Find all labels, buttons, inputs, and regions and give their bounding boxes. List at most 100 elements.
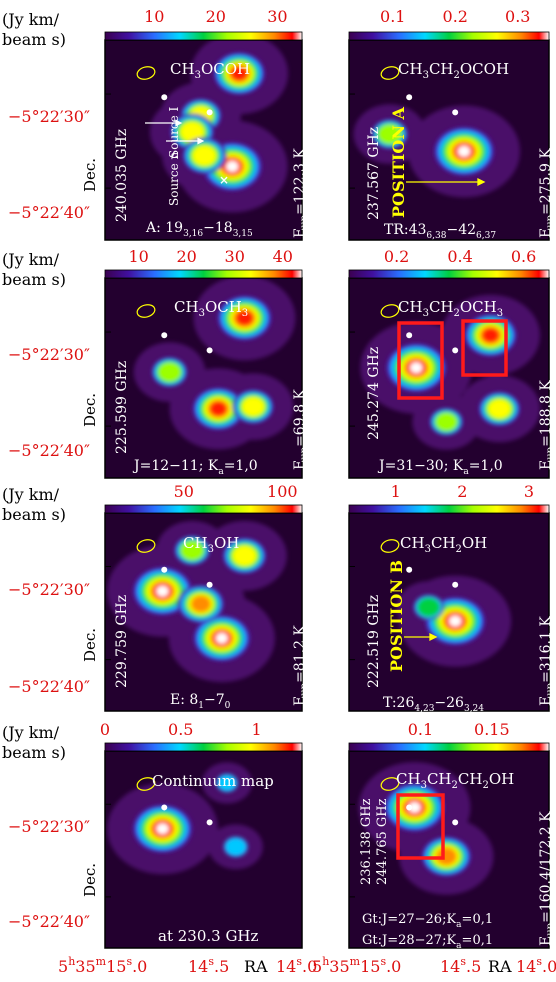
source-i-marker xyxy=(406,94,413,101)
panel-1-eup: Eup=122.3 K xyxy=(292,148,310,238)
flux-unit-label-row3: (Jy km/ beam s) xyxy=(2,485,66,524)
source-i-marker xyxy=(161,566,168,573)
emission-peak-1 xyxy=(156,585,169,597)
svg-text:(Jy km/: (Jy km/ xyxy=(2,10,60,29)
emission-maps-layer: 10 20 30 0.1 0.2 0.310 20 30 40 0.2 0.4 0.650 100 1 2 3… xyxy=(100,7,550,949)
panel-1-colorbar xyxy=(104,31,303,41)
emission-peak-5 xyxy=(180,540,204,561)
panel-5-title: CH3OH xyxy=(183,534,239,555)
emission-peak-4 xyxy=(226,161,239,172)
emission-peak-1 xyxy=(449,615,462,627)
panel-1-arrows xyxy=(145,119,205,145)
svg-text:−5°22′30″: −5°22′30″ xyxy=(8,107,90,126)
flux-unit-label-row2: (Jy km/ beam s) xyxy=(2,250,66,289)
position-a-label: POSITION A xyxy=(389,106,408,218)
panel-8-frequency-1: 236.138 GHz xyxy=(359,798,374,885)
emission-peak-3 xyxy=(190,595,211,613)
panel-5: 50 100 xyxy=(104,482,303,712)
panel-8-highlight-box xyxy=(396,793,445,860)
ra-axis-left: 5h35m15s.0 14s.5 RA 14s.0 xyxy=(58,955,317,976)
panel-8-eup: Eup=160.4/172.2 K xyxy=(538,811,556,946)
beam-ellipse xyxy=(136,777,156,791)
ra-tick-label-left-2: 14s.5 xyxy=(188,955,229,976)
emission-peak-1 xyxy=(156,823,169,835)
svg-text:−5°22′30″: −5°22′30″ xyxy=(8,817,90,836)
panel-6: 1 2 3 xyxy=(348,482,550,712)
beam-ellipse xyxy=(136,304,156,318)
svg-text:Dec.: Dec. xyxy=(81,628,99,662)
panel-1-transition: A: 193,16−183,15 xyxy=(145,220,253,239)
emission-peak-1 xyxy=(408,802,421,813)
panel-1: 10 20 30 xyxy=(104,7,303,241)
emission-peak-3 xyxy=(210,401,227,416)
panel-5-transition: E: 81−70 xyxy=(170,692,231,711)
panel-4-frequency: 245.274 GHz xyxy=(366,347,382,440)
ra-axis-label-right: RA xyxy=(488,957,512,976)
panel-5-labels: CH3OH 229.759 GHz Eup=81.2 K E: 81−70 xyxy=(114,534,310,711)
beam-ellipse xyxy=(136,66,156,80)
flux-unit-label-row1: (Jy km/ beam s) xyxy=(2,10,66,49)
emission-peak-1 xyxy=(410,362,423,374)
colorbar-tick-label: 10 xyxy=(128,247,148,266)
panel-1-emission xyxy=(149,40,289,213)
beam-ellipse xyxy=(380,539,400,553)
source-i-marker xyxy=(161,94,168,101)
panel-4-eup: Eup=188.8 K xyxy=(538,380,556,470)
colorbar-tick-label: 1 xyxy=(251,720,261,739)
colorbar-tick-label: 2 xyxy=(457,482,467,501)
source-i-label: Source I xyxy=(167,106,181,158)
panel-2-labels: CH3CH2OCOH 237.567 GHz Eup=275.9 K TR:43… xyxy=(366,60,556,241)
source-n-marker xyxy=(452,347,459,354)
svg-text:(Jy km/: (Jy km/ xyxy=(2,485,60,504)
panel-4-title: CH3CH2OCH3 xyxy=(398,298,503,319)
colorbar-tick-label: 0.5 xyxy=(168,720,193,739)
panel-2: 0.1 0.2 0.3 xyxy=(348,7,550,241)
panel-8: 0.1 0.15 xyxy=(348,720,550,949)
panel-2-eup: Eup=275.9 K xyxy=(538,148,556,238)
colorbar-tick-label: 20 xyxy=(177,247,197,266)
panel-6-colorbar xyxy=(348,504,550,514)
emission-peak-3 xyxy=(180,122,204,142)
panel-3-transition: J=12−11; Ka=1,0 xyxy=(132,458,258,477)
beam-ellipse xyxy=(380,777,400,791)
colorbar-tick-label: 0.2 xyxy=(443,7,468,26)
panel-8-frequency-2: 244.765 GHz xyxy=(375,798,390,885)
svg-text:(Jy km/: (Jy km/ xyxy=(2,250,60,269)
panel-2-frequency: 237.567 GHz xyxy=(366,127,382,220)
panel-4-labels: CH3CH2OCH3 245.274 GHz Eup=188.8 K J=31−… xyxy=(366,298,556,477)
colorbar-tick-label: 30 xyxy=(267,7,287,26)
ra-tick-label-right-3: 14s.0 xyxy=(516,955,556,976)
source-n-marker xyxy=(452,819,459,826)
panel-4-colorbar xyxy=(348,269,550,279)
panel-7-transition: at 230.3 GHz xyxy=(158,927,259,945)
ra-axis-right: 5h35m15s.0 14s.5 RA 14s.0 xyxy=(312,955,556,976)
emission-peak-2 xyxy=(482,328,499,343)
emission-peak-2 xyxy=(158,362,181,382)
panel-7-title: Continuum map xyxy=(152,772,274,790)
emission-peak-4 xyxy=(232,546,257,566)
beam-ellipse xyxy=(136,539,156,553)
emission-peak-1 xyxy=(235,310,253,326)
panel-4: 0.2 0.4 0.6 xyxy=(348,247,550,479)
emission-peak-2 xyxy=(225,837,247,856)
panel-3-frequency: 225.599 GHz xyxy=(114,361,130,454)
position-b-arrow xyxy=(404,632,438,642)
panel-7-colorbar xyxy=(104,742,303,752)
source-n-marker xyxy=(452,109,459,116)
colorbar-tick-label: 40 xyxy=(273,247,293,266)
emission-peak-3 xyxy=(488,399,511,419)
panel-6-emission xyxy=(396,575,512,667)
colorbar-tick-label: 1 xyxy=(391,482,401,501)
panel-1-title: CH3OCOH xyxy=(170,60,250,81)
svg-text:(Jy km/: (Jy km/ xyxy=(2,723,60,742)
svg-text:−5°22′40″: −5°22′40″ xyxy=(8,677,90,696)
colorbar-tick-label: 3 xyxy=(524,482,534,501)
svg-text:−5°22′30″: −5°22′30″ xyxy=(8,580,90,599)
ra-tick-label-left-1: 5h35m15s.0 xyxy=(58,955,147,976)
panel-4-boxes xyxy=(397,319,508,400)
emission-peak-2 xyxy=(378,124,402,144)
position-b-label: POSITION B xyxy=(387,560,406,672)
colorbar-tick-label: 100 xyxy=(267,482,298,501)
emission-peak-2 xyxy=(417,597,441,617)
